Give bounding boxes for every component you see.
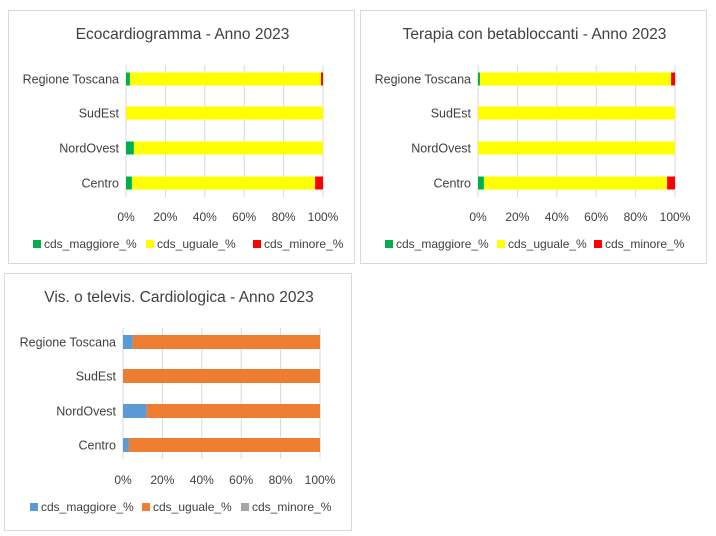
bar-segment (129, 72, 322, 86)
x-tick-label: 0% (117, 210, 135, 224)
legend-label: cds_maggiore_% (44, 237, 137, 251)
bar-segment (667, 176, 675, 190)
bar-segment (315, 176, 323, 190)
bar-segment (126, 106, 323, 120)
category-label: SudEst (431, 107, 472, 121)
x-tick-label: 0% (114, 473, 132, 487)
category-label: Centro (81, 177, 119, 191)
legend-swatch (142, 503, 150, 511)
chart-title: Vis. o televis. Cardiologica - Anno 2023 (44, 289, 313, 306)
bar-segment (123, 369, 320, 383)
chart-svg: Terapia con betabloccanti - Anno 2023 0% 2… (375, 26, 691, 251)
chart-panel-cardiologica: Vis. o televis. Cardiologica - Anno 2023… (4, 273, 352, 531)
chart-title: Terapia con betabloccanti - Anno 2023 (403, 26, 667, 43)
legend-swatch (33, 240, 41, 248)
bar-segment (123, 335, 133, 349)
bar-segment (321, 72, 323, 86)
x-tick-label: 0% (469, 210, 487, 224)
legend-swatch (497, 240, 505, 248)
legend-label: cds_uguale_% (153, 500, 232, 514)
category-label: SudEst (76, 370, 117, 384)
x-tick-label: 40% (545, 210, 569, 224)
legend-swatch (385, 240, 393, 248)
x-tick-label: 100% (660, 210, 691, 224)
category-label: NordOvest (411, 142, 471, 156)
category-label: SudEst (79, 107, 120, 121)
chart-svg: Ecocardiogramma - Anno 2023 0% 20% 40% 60% 80… (23, 26, 344, 251)
bar-segment (478, 141, 675, 155)
bar-segment (126, 72, 130, 86)
bar-segment (146, 404, 320, 418)
legend-swatch (253, 240, 261, 248)
legend-swatch (594, 240, 602, 248)
legend-label: cds_uguale_% (508, 237, 587, 251)
bar-segment (131, 176, 316, 190)
category-label: NordOvest (59, 142, 119, 156)
legend-swatch (30, 503, 38, 511)
bar-segment (123, 404, 147, 418)
bar-segment (478, 176, 484, 190)
category-label: Regione Toscana (23, 73, 119, 87)
bar-segment (479, 72, 672, 86)
x-tick-label: 20% (505, 210, 529, 224)
bar-segment (133, 141, 323, 155)
x-tick-label: 80% (269, 473, 293, 487)
x-tick-label: 80% (624, 210, 648, 224)
category-label: Centro (78, 439, 116, 453)
x-tick-label: 60% (229, 473, 253, 487)
legend-swatch (241, 503, 249, 511)
x-tick-label: 60% (232, 210, 256, 224)
bar-segment (478, 72, 480, 86)
bar-segment (123, 438, 129, 452)
legend-label: cds_uguale_% (157, 237, 236, 251)
legend-swatch (146, 240, 154, 248)
legend-label: cds_maggiore_% (41, 500, 134, 514)
category-label: Regione Toscana (375, 73, 471, 87)
legend-label: cds_minore_% (252, 500, 332, 514)
category-label: Centro (433, 177, 471, 191)
chart-svg: Vis. o televis. Cardiologica - Anno 2023… (20, 289, 336, 514)
x-tick-label: 40% (190, 473, 214, 487)
bar-segment (126, 141, 134, 155)
legend-label: cds_minore_% (264, 237, 344, 251)
bar-segment (128, 438, 320, 452)
x-tick-label: 100% (305, 473, 336, 487)
x-tick-label: 80% (272, 210, 296, 224)
bar-segment (483, 176, 668, 190)
category-label: Regione Toscana (20, 336, 116, 350)
category-label: NordOvest (56, 405, 116, 419)
x-tick-label: 60% (584, 210, 608, 224)
bar-segment (132, 335, 320, 349)
x-tick-label: 20% (153, 210, 177, 224)
legend-label: cds_maggiore_% (396, 237, 489, 251)
chart-title: Ecocardiogramma - Anno 2023 (76, 26, 290, 43)
bar-segment (671, 72, 675, 86)
bar-segment (478, 106, 675, 120)
legend-label: cds_minore_% (605, 237, 685, 251)
x-tick-label: 100% (308, 210, 339, 224)
chart-panel-ecocardiogramma: Ecocardiogramma - Anno 2023 0% 20% 40% 60% 80… (8, 10, 355, 264)
bar-segment (126, 176, 132, 190)
x-tick-label: 40% (193, 210, 217, 224)
x-tick-label: 20% (150, 473, 174, 487)
chart-panel-betabloccanti: Terapia con betabloccanti - Anno 2023 0% 2… (360, 10, 707, 264)
